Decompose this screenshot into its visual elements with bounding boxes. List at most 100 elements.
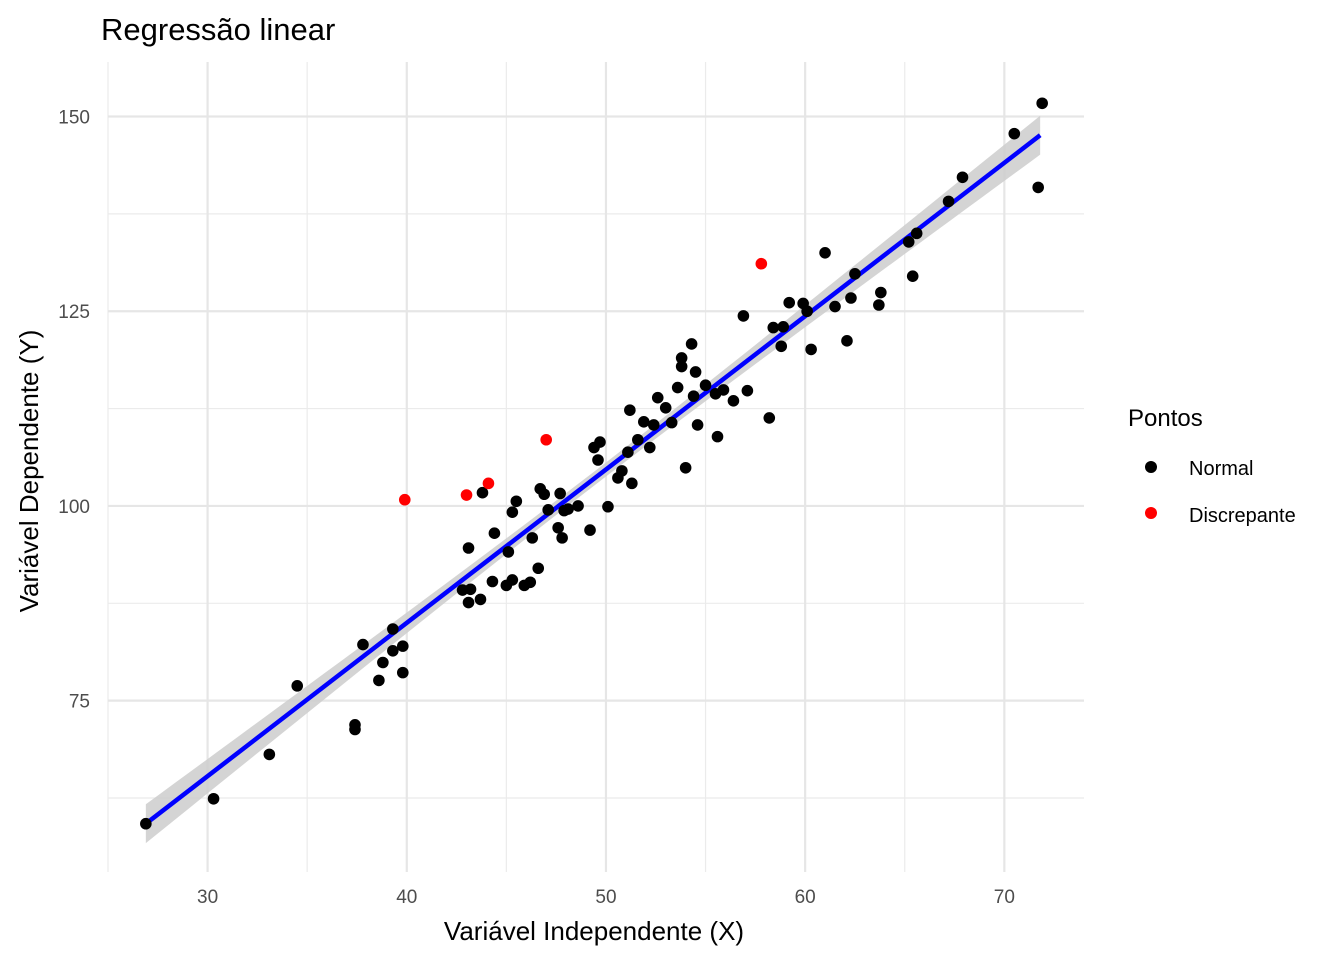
point-normal [552, 521, 564, 534]
point-normal [396, 666, 409, 679]
point-normal [783, 296, 796, 309]
point-normal [671, 381, 684, 394]
point-normal [510, 495, 523, 508]
legend: Pontos Normal Discrepante [1128, 405, 1296, 527]
x-tick-label: 30 [197, 887, 218, 908]
point-normal [651, 391, 664, 404]
point-normal [562, 503, 574, 515]
point-normal [506, 574, 519, 586]
point-normal [387, 623, 399, 635]
point-normal [554, 487, 566, 500]
point-discrepante [398, 493, 411, 506]
point-normal [902, 236, 915, 248]
point-normal [767, 321, 780, 334]
point-normal [556, 532, 568, 544]
point-normal [373, 674, 385, 687]
point-normal [638, 416, 650, 428]
point-normal [675, 352, 688, 364]
point-normal [377, 656, 389, 669]
point-normal [542, 504, 554, 516]
point-normal [763, 412, 776, 424]
point-normal [711, 430, 724, 443]
point-normal [717, 384, 730, 396]
point-normal [741, 384, 754, 397]
point-normal [396, 640, 409, 652]
point-normal [357, 638, 369, 651]
point-normal [775, 340, 788, 353]
point-normal [626, 477, 638, 490]
x-tick-label: 60 [795, 887, 816, 908]
point-normal [486, 575, 499, 588]
point-normal [616, 465, 628, 477]
x-axis-ticks: 30 40 50 60 70 [197, 887, 1015, 908]
y-tick-label: 75 [69, 692, 90, 713]
point-normal [572, 500, 584, 512]
point-normal [659, 402, 672, 414]
point-normal [387, 645, 399, 657]
y-axis-title: Variável Dependente (Y) [14, 330, 44, 613]
x-tick-label: 70 [994, 887, 1015, 908]
y-tick-label: 100 [58, 497, 90, 518]
regression-fit-line [144, 133, 1042, 826]
point-normal [464, 583, 477, 596]
point-normal [538, 488, 551, 501]
point-normal [687, 390, 700, 402]
point-normal [506, 506, 519, 518]
point-normal [875, 286, 887, 299]
legend-swatch-normal [1145, 461, 1157, 473]
point-normal [675, 360, 688, 373]
point-normal [727, 394, 740, 407]
point-normal [805, 343, 817, 356]
point-discrepante [540, 433, 553, 446]
point-normal [691, 419, 704, 431]
point-normal [502, 546, 515, 558]
point-normal [829, 300, 841, 313]
point-normal [474, 593, 487, 606]
point-normal [207, 792, 220, 805]
point-normal [685, 338, 698, 350]
point-normal [291, 680, 304, 692]
legend-swatch-discrepante [1145, 507, 1157, 519]
point-normal [665, 416, 678, 429]
x-tick-label: 40 [396, 887, 417, 908]
point-normal [845, 292, 857, 304]
point-normal [689, 366, 702, 378]
y-tick-label: 150 [58, 108, 90, 129]
point-normal [647, 419, 660, 431]
point-normal [679, 461, 692, 474]
point-normal [632, 433, 644, 446]
point-normal [488, 527, 501, 540]
point-normal [624, 404, 636, 416]
point-normal [602, 500, 614, 513]
point-normal [819, 247, 831, 259]
data-points [140, 97, 1048, 830]
point-normal [873, 299, 885, 311]
point-normal [849, 268, 861, 280]
point-discrepante [482, 477, 495, 490]
point-normal [699, 379, 712, 392]
chart-title: Regressão linear [101, 12, 335, 47]
y-tick-label: 125 [58, 302, 90, 323]
point-normal [594, 436, 606, 448]
point-normal [910, 227, 923, 240]
point-normal [777, 321, 790, 333]
point-normal [524, 576, 537, 589]
point-normal [906, 270, 919, 282]
point-normal [1032, 181, 1044, 194]
y-axis-ticks: 75 100 125 150 [58, 108, 90, 713]
point-normal [1036, 97, 1048, 110]
x-tick-label: 50 [595, 887, 616, 908]
point-normal [942, 195, 955, 208]
point-discrepante [755, 257, 768, 270]
legend-label-discrepante: Discrepante [1189, 505, 1296, 527]
point-normal [622, 446, 634, 459]
point-normal [956, 171, 969, 184]
point-normal [140, 817, 152, 830]
point-discrepante [460, 489, 473, 501]
point-normal [801, 305, 813, 318]
point-normal [592, 454, 604, 466]
point-normal [462, 542, 475, 554]
legend-title: Pontos [1128, 405, 1203, 432]
point-normal [476, 486, 489, 499]
